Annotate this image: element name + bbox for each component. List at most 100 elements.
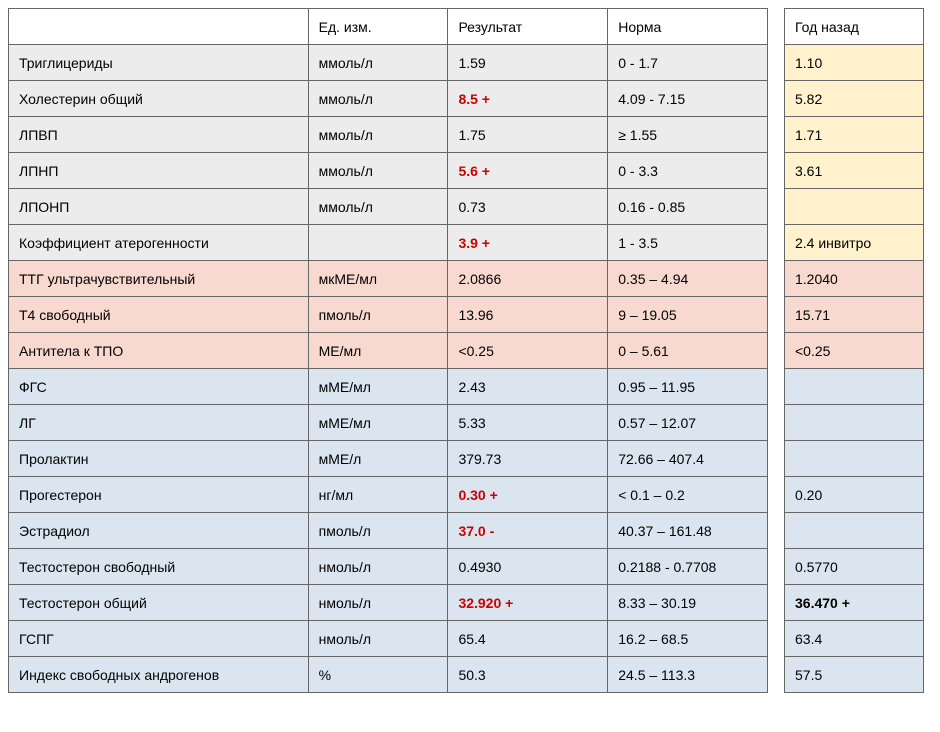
table-row: Триглицеридыммоль/л1.590 - 1.7 (9, 45, 768, 81)
table-row: Прогестероннг/мл0.30 +< 0.1 – 0.2 (9, 477, 768, 513)
cell-norm: 1 - 3.5 (608, 225, 768, 261)
cell-name: Прогестерон (9, 477, 309, 513)
cell-year-ago (785, 189, 924, 225)
table-row: 1.71 (785, 117, 924, 153)
cell-unit: мМЕ/л (308, 441, 448, 477)
cell-result: 5.6 + (448, 153, 608, 189)
cell-result: 32.920 + (448, 585, 608, 621)
cell-year-ago: 15.71 (785, 297, 924, 333)
table-row: 2.4 инвитро (785, 225, 924, 261)
cell-name: ГСПГ (9, 621, 309, 657)
table-row: 5.82 (785, 81, 924, 117)
cell-year-ago: 1.2040 (785, 261, 924, 297)
table-row (785, 441, 924, 477)
cell-norm: 8.33 – 30.19 (608, 585, 768, 621)
cell-norm: 72.66 – 407.4 (608, 441, 768, 477)
table-row: 57.5 (785, 657, 924, 693)
cell-unit: нг/мл (308, 477, 448, 513)
cell-name: Тестостерон общий (9, 585, 309, 621)
table-row: Антитела к ТПОМЕ/мл<0.250 – 5.61 (9, 333, 768, 369)
cell-name: Тестостерон свободный (9, 549, 309, 585)
cell-year-ago (785, 441, 924, 477)
table-row: ГСПГнмоль/л65.416.2 – 68.5 (9, 621, 768, 657)
year-ago-table: Год назад 1.105.821.713.61 2.4 инвитро1.2… (784, 8, 924, 693)
cell-year-ago: 1.71 (785, 117, 924, 153)
table-row: 63.4 (785, 621, 924, 657)
cell-year-ago: 57.5 (785, 657, 924, 693)
cell-result: 0.4930 (448, 549, 608, 585)
cell-year-ago: 0.20 (785, 477, 924, 513)
table-row: 1.10 (785, 45, 924, 81)
table-row: 0.5770 (785, 549, 924, 585)
cell-name: Антитела к ТПО (9, 333, 309, 369)
cell-norm: 24.5 – 113.3 (608, 657, 768, 693)
cell-result: 1.59 (448, 45, 608, 81)
cell-name: ФГС (9, 369, 309, 405)
header-norm: Норма (608, 9, 768, 45)
cell-norm: 16.2 – 68.5 (608, 621, 768, 657)
cell-result: 0.73 (448, 189, 608, 225)
cell-norm: 4.09 - 7.15 (608, 81, 768, 117)
header-year-ago: Год назад (785, 9, 924, 45)
cell-name: ТТГ ультрачувствительный (9, 261, 309, 297)
cell-name: ЛГ (9, 405, 309, 441)
cell-name: Пролактин (9, 441, 309, 477)
table-row: Т4 свободныйпмоль/л13.969 – 19.05 (9, 297, 768, 333)
cell-name: Эстрадиол (9, 513, 309, 549)
cell-year-ago (785, 405, 924, 441)
cell-name: ЛПВП (9, 117, 309, 153)
table-row (785, 513, 924, 549)
cell-result: 1.75 (448, 117, 608, 153)
cell-unit: нмоль/л (308, 621, 448, 657)
cell-unit: пмоль/л (308, 297, 448, 333)
cell-unit: % (308, 657, 448, 693)
cell-norm: ≥ 1.55 (608, 117, 768, 153)
cell-result: 37.0 - (448, 513, 608, 549)
cell-result: 379.73 (448, 441, 608, 477)
table-row: ЛПОНПммоль/л0.730.16 - 0.85 (9, 189, 768, 225)
table-row: ЛГмМЕ/мл5.330.57 – 12.07 (9, 405, 768, 441)
cell-norm: 0.35 – 4.94 (608, 261, 768, 297)
table-row (785, 189, 924, 225)
cell-name: Индекс свободных андрогенов (9, 657, 309, 693)
table-row: 0.20 (785, 477, 924, 513)
header-name-blank (9, 9, 309, 45)
cell-unit (308, 225, 448, 261)
cell-norm: 0.16 - 0.85 (608, 189, 768, 225)
cell-unit: мМЕ/мл (308, 369, 448, 405)
cell-unit: мкМЕ/мл (308, 261, 448, 297)
cell-unit: нмоль/л (308, 549, 448, 585)
cell-result: 5.33 (448, 405, 608, 441)
cell-norm: 9 – 19.05 (608, 297, 768, 333)
cell-year-ago (785, 513, 924, 549)
cell-name: Триглицериды (9, 45, 309, 81)
cell-year-ago: <0.25 (785, 333, 924, 369)
cell-norm: 40.37 – 161.48 (608, 513, 768, 549)
table-row (785, 405, 924, 441)
table-row: <0.25 (785, 333, 924, 369)
cell-unit: пмоль/л (308, 513, 448, 549)
cell-norm: 0.95 – 11.95 (608, 369, 768, 405)
cell-unit: ммоль/л (308, 153, 448, 189)
table-row: ПролактинмМЕ/л379.7372.66 – 407.4 (9, 441, 768, 477)
table-row: 15.71 (785, 297, 924, 333)
cell-unit: МЕ/мл (308, 333, 448, 369)
cell-year-ago: 0.5770 (785, 549, 924, 585)
cell-result: 0.30 + (448, 477, 608, 513)
table-row: Коэффициент атерогенности3.9 +1 - 3.5 (9, 225, 768, 261)
main-lab-table: Ед. изм. Результат Норма Триглицеридыммо… (8, 8, 768, 693)
header-unit: Ед. изм. (308, 9, 448, 45)
cell-year-ago: 2.4 инвитро (785, 225, 924, 261)
cell-unit: ммоль/л (308, 45, 448, 81)
cell-name: Коэффициент атерогенности (9, 225, 309, 261)
table-row: 3.61 (785, 153, 924, 189)
cell-result: 2.43 (448, 369, 608, 405)
side-header-row: Год назад (785, 9, 924, 45)
cell-result: 13.96 (448, 297, 608, 333)
cell-norm: 0 - 1.7 (608, 45, 768, 81)
table-row: 36.470 + (785, 585, 924, 621)
cell-result: 65.4 (448, 621, 608, 657)
cell-name: Холестерин общий (9, 81, 309, 117)
cell-unit: нмоль/л (308, 585, 448, 621)
cell-norm: < 0.1 – 0.2 (608, 477, 768, 513)
